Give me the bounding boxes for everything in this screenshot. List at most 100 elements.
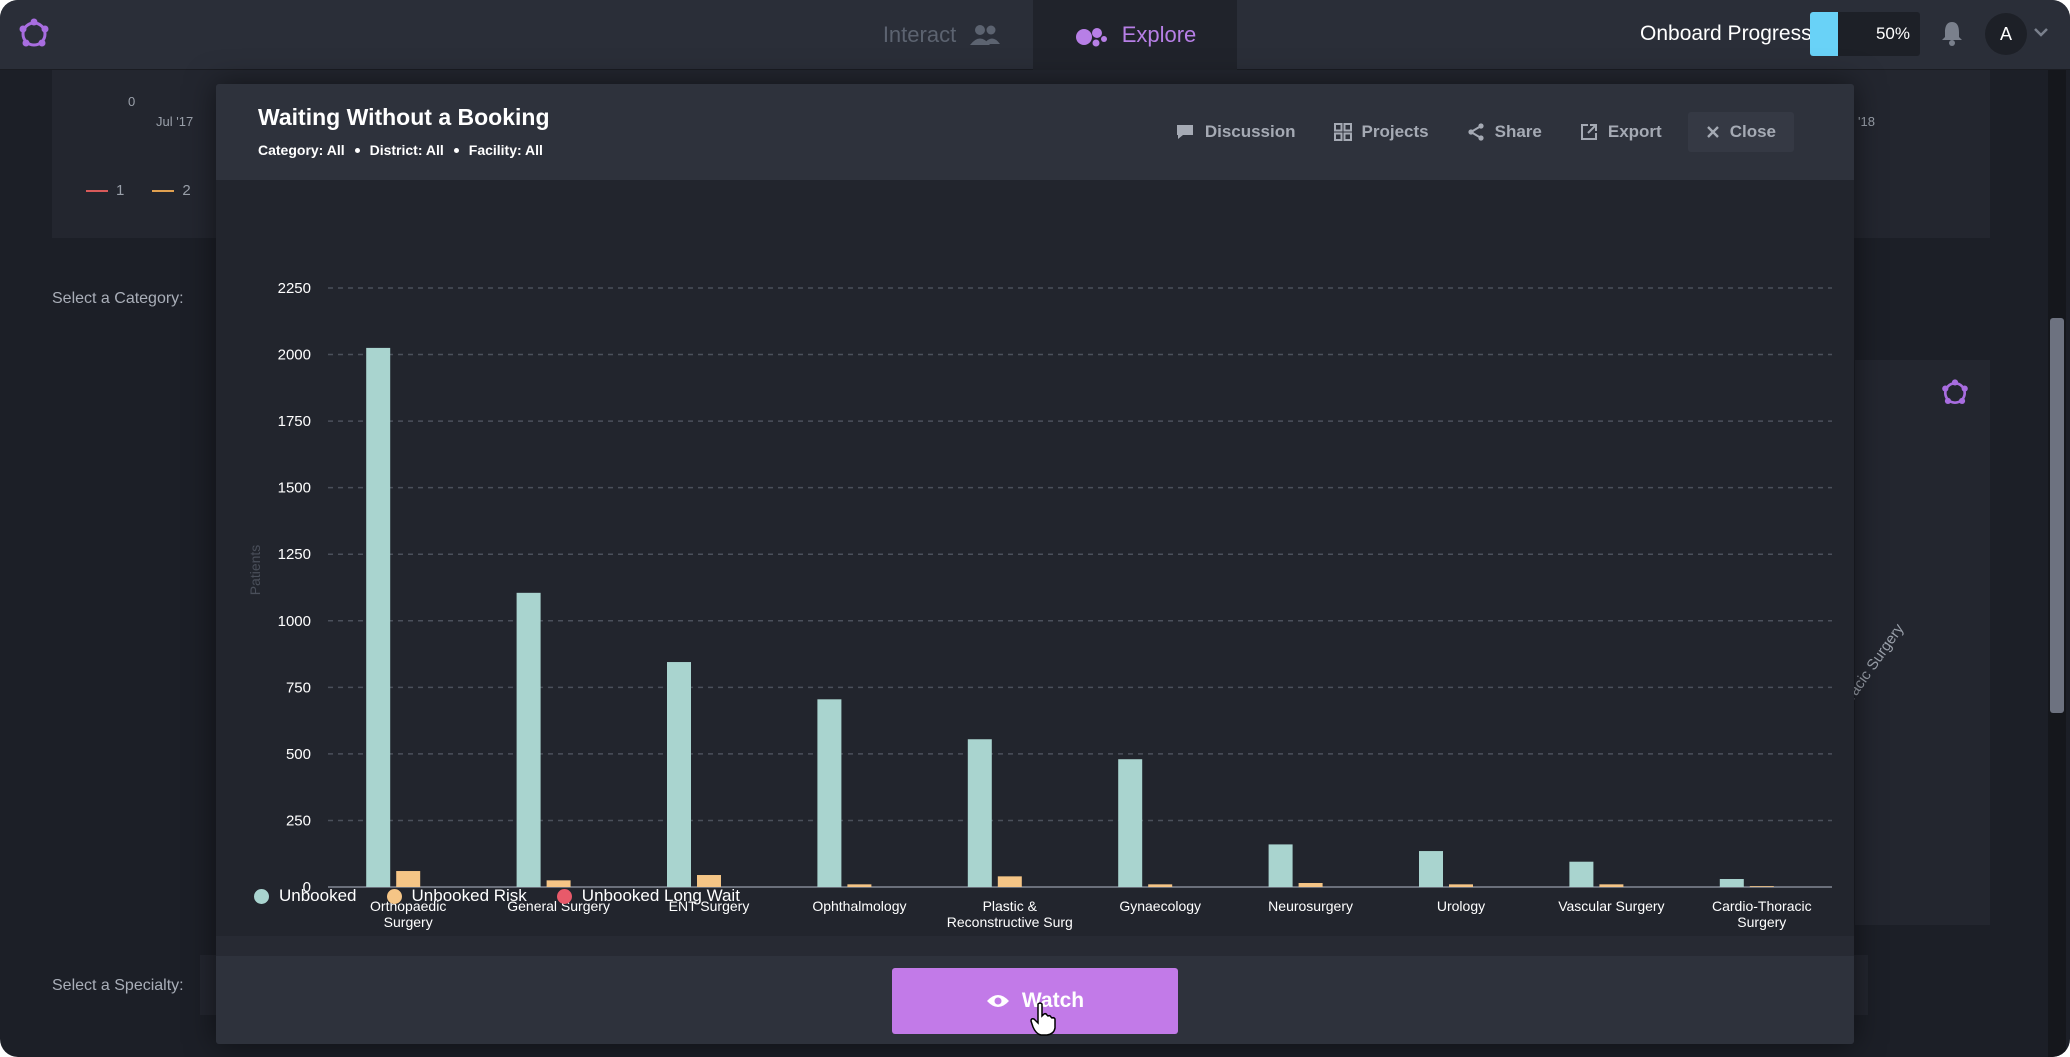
select-specialty-label: Select a Specialty: [52, 977, 184, 994]
background-legend-label: 2 [182, 182, 191, 199]
discussion-button[interactable]: Discussion [1175, 112, 1296, 152]
legend-label: Unbooked Risk [411, 886, 527, 905]
x-tick-label: Urology [1437, 898, 1485, 914]
bar-unbooked[interactable] [1268, 844, 1293, 887]
filter-district: District: All [369, 142, 444, 158]
bar-unbooked[interactable] [667, 662, 691, 887]
bell-icon[interactable] [1940, 20, 1964, 46]
bar-unbooked[interactable] [817, 699, 842, 887]
bar-unbooked-risk[interactable] [1749, 886, 1774, 887]
x-tick-label: Neurosurgery [1268, 898, 1353, 914]
x-tick-label: Reconstructive Surg [947, 914, 1073, 930]
background-legend-item: 2 [152, 182, 191, 199]
tab-interact[interactable]: Interact [850, 0, 1033, 70]
bar-unbooked-risk[interactable] [396, 871, 421, 887]
share-button[interactable]: Share [1467, 112, 1542, 152]
bar-unbooked-risk[interactable] [546, 880, 571, 887]
chart-modal: Waiting Without a Booking Category: All … [216, 84, 1854, 1044]
modal-actions: Discussion Projects [1175, 112, 1794, 152]
legend-item-unbooked[interactable]: Unbooked [254, 886, 357, 906]
background-axis-zero: 0 [128, 94, 136, 109]
y-tick-label: 500 [286, 746, 311, 763]
y-tick-label: 0 [303, 879, 311, 896]
tab-explore-label: Explore [1121, 22, 1197, 47]
bubbles-icon [1075, 28, 1107, 47]
bar-unbooked[interactable] [1569, 861, 1594, 887]
share-icon [1468, 123, 1484, 141]
share-label: Share [1494, 122, 1542, 141]
y-tick-label: 1000 [278, 613, 311, 630]
close-label: Close [1729, 122, 1776, 141]
bar-unbooked-risk[interactable] [697, 875, 721, 887]
tab-explore[interactable]: Explore [1033, 0, 1237, 70]
filter-facility: Facility: All [468, 142, 543, 158]
bar-unbooked-risk[interactable] [1449, 884, 1473, 887]
y-tick-label: 250 [286, 812, 311, 829]
watch-button[interactable]: Watch [892, 968, 1178, 1034]
chart-legend: Unbooked Unbooked Risk Unbooked Long Wai… [254, 886, 740, 906]
x-tick-label: ENT Surgery [669, 898, 750, 914]
bar-unbooked-risk[interactable] [1148, 884, 1173, 887]
x-tick-label: Cardio-Thoracic [1712, 898, 1812, 914]
eye-icon [986, 995, 1009, 1007]
tab-interact-label: Interact [882, 22, 957, 47]
background-legend: 1 2 [86, 182, 191, 199]
filter-category: Category: All [258, 142, 345, 158]
select-category-label: Select a Category: [52, 290, 184, 307]
modal-filters: Category: All District: All Facility: Al… [258, 142, 543, 158]
bar-unbooked[interactable] [516, 592, 541, 887]
legend-item-unbooked-risk[interactable]: Unbooked Risk [386, 886, 527, 906]
bar-unbooked[interactable] [967, 739, 992, 887]
grid-icon [1333, 123, 1352, 141]
separator-dot [354, 147, 360, 153]
scrollbar-thumb[interactable] [2050, 318, 2064, 713]
onboard-progress-label: Onboard Progress [1640, 22, 1812, 45]
chevron-down-icon[interactable] [2033, 26, 2049, 38]
export-button[interactable]: Export [1580, 112, 1662, 152]
projects-label: Projects [1361, 122, 1429, 141]
legend-label: Unbooked [279, 886, 357, 905]
y-tick-label: 2250 [278, 280, 311, 297]
legend-item-unbooked-long-wait[interactable]: Unbooked Long Wait [556, 886, 740, 906]
x-tick-label: Gynaecology [1119, 898, 1201, 914]
background-axis-start: Jul '17 [156, 114, 194, 129]
y-tick-label: 1500 [278, 480, 311, 497]
bar-unbooked-risk[interactable] [1298, 883, 1323, 887]
bar-unbooked-risk[interactable] [997, 876, 1022, 887]
chart-area: 0 250 500 750 1000 1250 1500 1750 2000 2250 Ortho… [216, 180, 1854, 936]
background-legend-item: 1 [86, 182, 124, 199]
onboard-progress-fill [1810, 12, 1838, 56]
bar-unbooked-risk[interactable] [1599, 884, 1624, 887]
y-tick-label: 2000 [278, 347, 311, 364]
modal-header: Waiting Without a Booking Category: All … [216, 84, 1854, 180]
background-axis-end: '18 [1858, 114, 1875, 129]
legend-dot [254, 888, 269, 904]
bar-unbooked[interactable] [1118, 759, 1143, 887]
close-button[interactable]: Close [1687, 112, 1794, 152]
onboard-progress-bar[interactable]: 50% [1810, 12, 1920, 56]
x-tick-label: Plastic & [983, 898, 1038, 914]
onboard-progress-text: 50% [1875, 24, 1910, 43]
x-tick-label: Surgery [1737, 914, 1786, 930]
export-label: Export [1607, 122, 1662, 141]
modal-title: Waiting Without a Booking [258, 104, 550, 130]
close-icon [1706, 126, 1719, 138]
bar-unbooked[interactable] [1719, 879, 1744, 887]
bar-unbooked-risk[interactable] [847, 884, 872, 887]
separator-dot [453, 147, 459, 153]
hand-cursor-icon [1030, 1002, 1056, 1036]
export-icon [1580, 124, 1597, 140]
x-tick-label: General Surgery [507, 898, 610, 914]
y-axis-label: Patients [247, 545, 263, 596]
projects-button[interactable]: Projects [1333, 112, 1429, 152]
app-logo-icon[interactable] [17, 17, 51, 51]
y-tick-label: 750 [286, 679, 311, 696]
loading-spinner-icon [1942, 379, 1968, 405]
chat-icon [1176, 125, 1193, 139]
bar-unbooked[interactable] [1419, 851, 1443, 887]
bar-unbooked[interactable] [366, 347, 391, 887]
avatar[interactable]: A [1985, 13, 2027, 55]
users-icon [970, 25, 1001, 45]
x-tick-label: Vascular Surgery [1558, 898, 1664, 914]
